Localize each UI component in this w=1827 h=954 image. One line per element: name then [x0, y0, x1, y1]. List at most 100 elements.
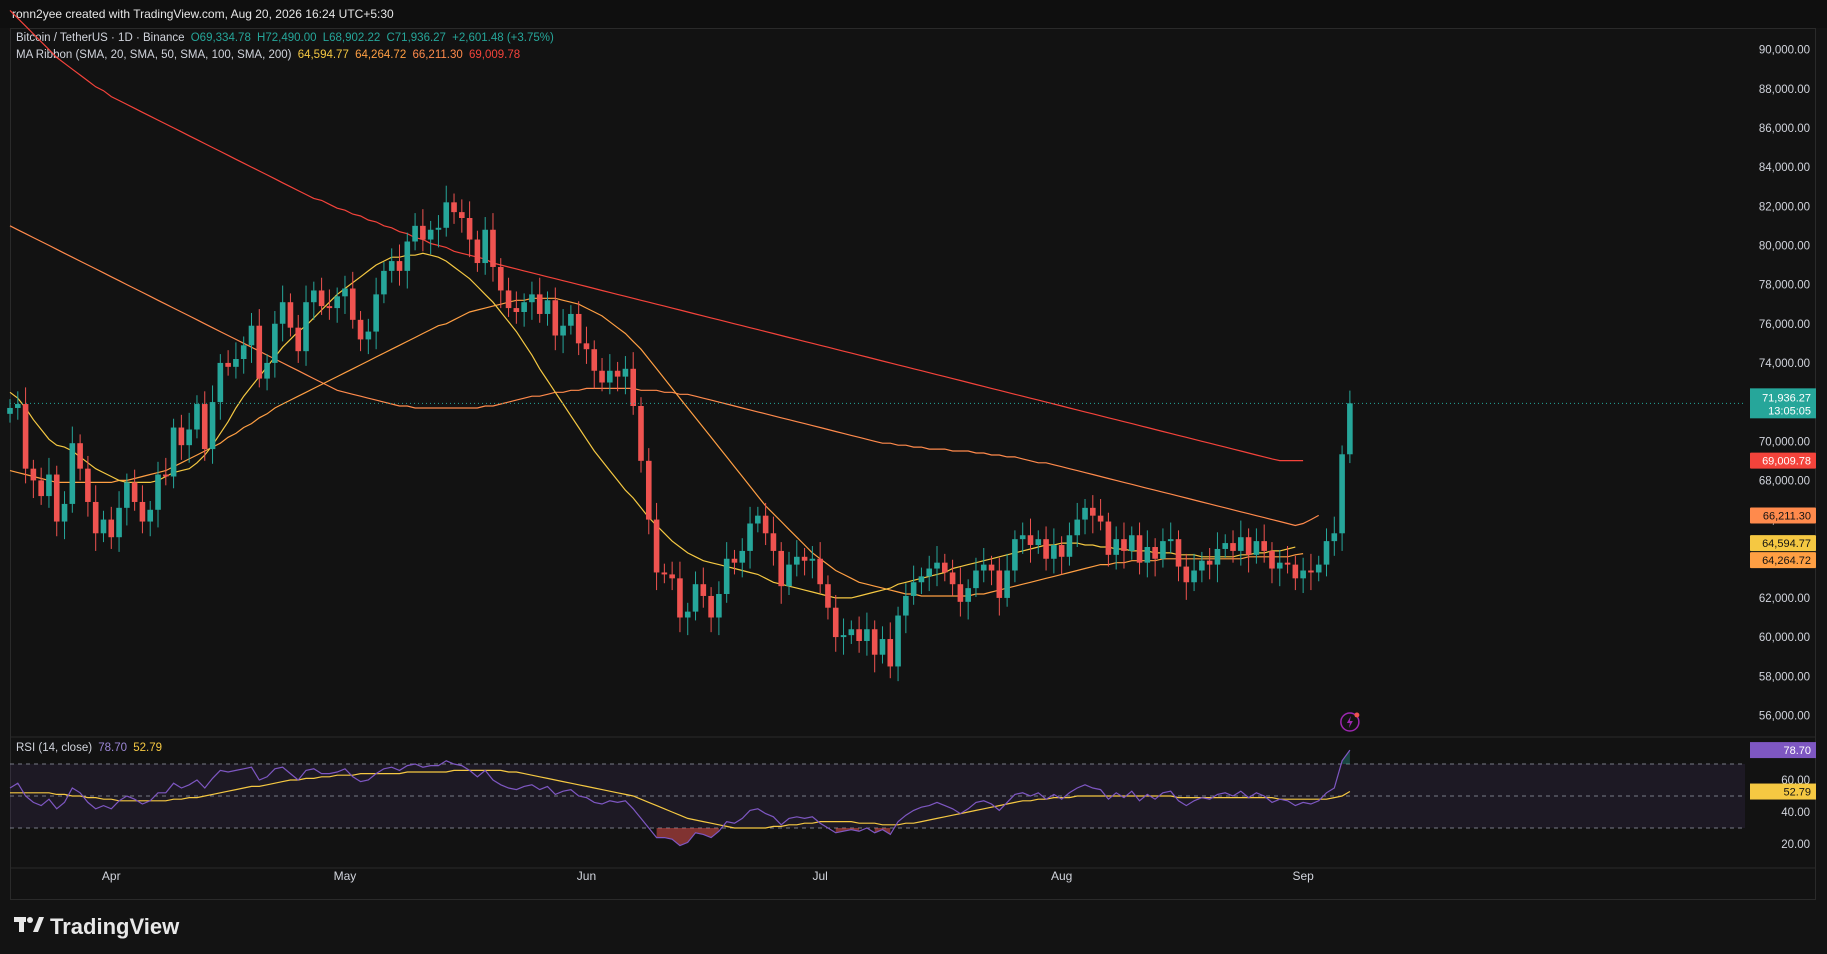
chart-panel[interactable]	[10, 28, 1816, 900]
candle-body	[30, 468, 37, 481]
candle-body	[1300, 570, 1306, 579]
ma-ribbon-label: MA Ribbon (SMA, 20, SMA, 50, SMA, 100, S…	[16, 49, 292, 61]
candle-body	[1308, 570, 1314, 573]
candle-body	[817, 558, 823, 585]
candle-body	[716, 594, 722, 618]
candle-body	[155, 474, 161, 510]
candle-body	[1097, 515, 1104, 522]
price-axis-tick: 60,000.00	[1759, 632, 1810, 644]
candle-countdown: 13:05:05	[1768, 405, 1811, 417]
candle-body	[201, 404, 208, 450]
candle-body	[186, 429, 192, 446]
candle-body	[1074, 519, 1081, 536]
ma-ribbon-legend: MA Ribbon (SMA, 20, SMA, 50, SMA, 100, S…	[16, 49, 523, 61]
candle-body	[645, 460, 652, 520]
candle-body	[1292, 564, 1299, 579]
candle-body	[521, 302, 527, 312]
candle-body	[373, 294, 379, 332]
candle-body	[996, 570, 1003, 598]
candle-body	[7, 407, 13, 414]
candle-body	[1027, 535, 1034, 546]
candle-body	[786, 564, 792, 587]
rsi-label: RSI (14, close)	[16, 742, 93, 754]
time-axis-label: Aug	[1051, 869, 1072, 883]
candle-body	[513, 308, 520, 312]
rsi-oversold-fill	[874, 828, 891, 835]
candle-body	[1315, 564, 1322, 573]
sma50-badge-bg	[1750, 552, 1816, 569]
candle-body	[731, 558, 738, 563]
candle-body	[1004, 570, 1010, 598]
candle-body	[334, 296, 340, 309]
candle-body	[194, 404, 200, 430]
candle-body	[536, 294, 543, 314]
candle-body	[700, 584, 707, 596]
candle-body	[490, 229, 496, 267]
price-axis-tick: 74,000.00	[1759, 358, 1810, 370]
candle-body	[474, 239, 481, 264]
price-axis-tick: 58,000.00	[1759, 671, 1810, 683]
price-axis-tick: 68,000.00	[1759, 475, 1810, 487]
candle-body	[895, 615, 901, 667]
candle-body	[552, 300, 559, 336]
credit-text: ronn2yee created with TradingView.com, A…	[12, 7, 394, 21]
candle-body	[747, 523, 753, 551]
candle-body	[942, 562, 948, 573]
candle-body	[85, 468, 91, 502]
price-axis-tick: 86,000.00	[1759, 123, 1810, 135]
symbol-title: Bitcoin / TetherUS · 1D · Binance	[16, 32, 185, 44]
candle-body	[1206, 560, 1213, 565]
tradingview-logo[interactable]: TradingView	[14, 914, 179, 940]
candle-body	[778, 550, 785, 587]
candle-body	[264, 362, 270, 379]
candle-body	[622, 368, 629, 377]
candle-body	[443, 202, 450, 228]
alert-icon[interactable]	[1340, 712, 1360, 732]
time-axis-label: May	[334, 869, 357, 883]
candle-body	[1245, 537, 1252, 555]
candle-body	[980, 564, 987, 571]
candle-body	[755, 515, 761, 524]
candle-body	[871, 629, 878, 655]
candle-body	[614, 370, 621, 377]
sma100-badge: 66,211.30	[1763, 510, 1811, 522]
candle-body	[544, 300, 551, 314]
candle-body	[1035, 539, 1042, 546]
legend-high: H72,490.00	[257, 32, 317, 44]
candle-body	[388, 261, 395, 271]
sma50-badge: 64,264.72	[1762, 555, 1811, 567]
candle-body	[801, 556, 808, 561]
candle-body	[124, 482, 130, 508]
price-chart[interactable]: 56,000.0058,000.0060,000.0062,000.0064,0…	[0, 0, 1827, 900]
candle-body	[560, 325, 566, 336]
candle-body	[1082, 507, 1088, 520]
candle-body	[1113, 539, 1119, 555]
candle-body	[272, 323, 278, 363]
candle-body	[1051, 545, 1057, 559]
candle-body	[279, 302, 286, 324]
candle-body	[910, 582, 917, 596]
candle-body	[217, 362, 224, 403]
candle-body	[949, 572, 956, 585]
candle-body	[669, 574, 675, 579]
candle-body	[22, 404, 29, 469]
candle-body	[723, 558, 730, 594]
tradingview-logo-icon	[14, 915, 44, 939]
candle-body	[1175, 539, 1182, 567]
candle-body	[1238, 537, 1244, 551]
candle-body	[77, 443, 83, 469]
candle-body	[303, 302, 309, 352]
candle-body	[53, 474, 60, 522]
candle-body	[14, 404, 21, 408]
candle-body	[1121, 539, 1127, 551]
candle-body	[809, 558, 816, 561]
candle-body	[840, 635, 847, 638]
candle-body	[233, 359, 239, 367]
candle-body	[497, 266, 504, 291]
candle-body	[1136, 535, 1143, 563]
candle-body	[1191, 570, 1197, 583]
candle-body	[973, 570, 979, 589]
candle-body	[1043, 539, 1049, 559]
candle-body	[139, 501, 146, 522]
candle-body	[61, 503, 68, 522]
